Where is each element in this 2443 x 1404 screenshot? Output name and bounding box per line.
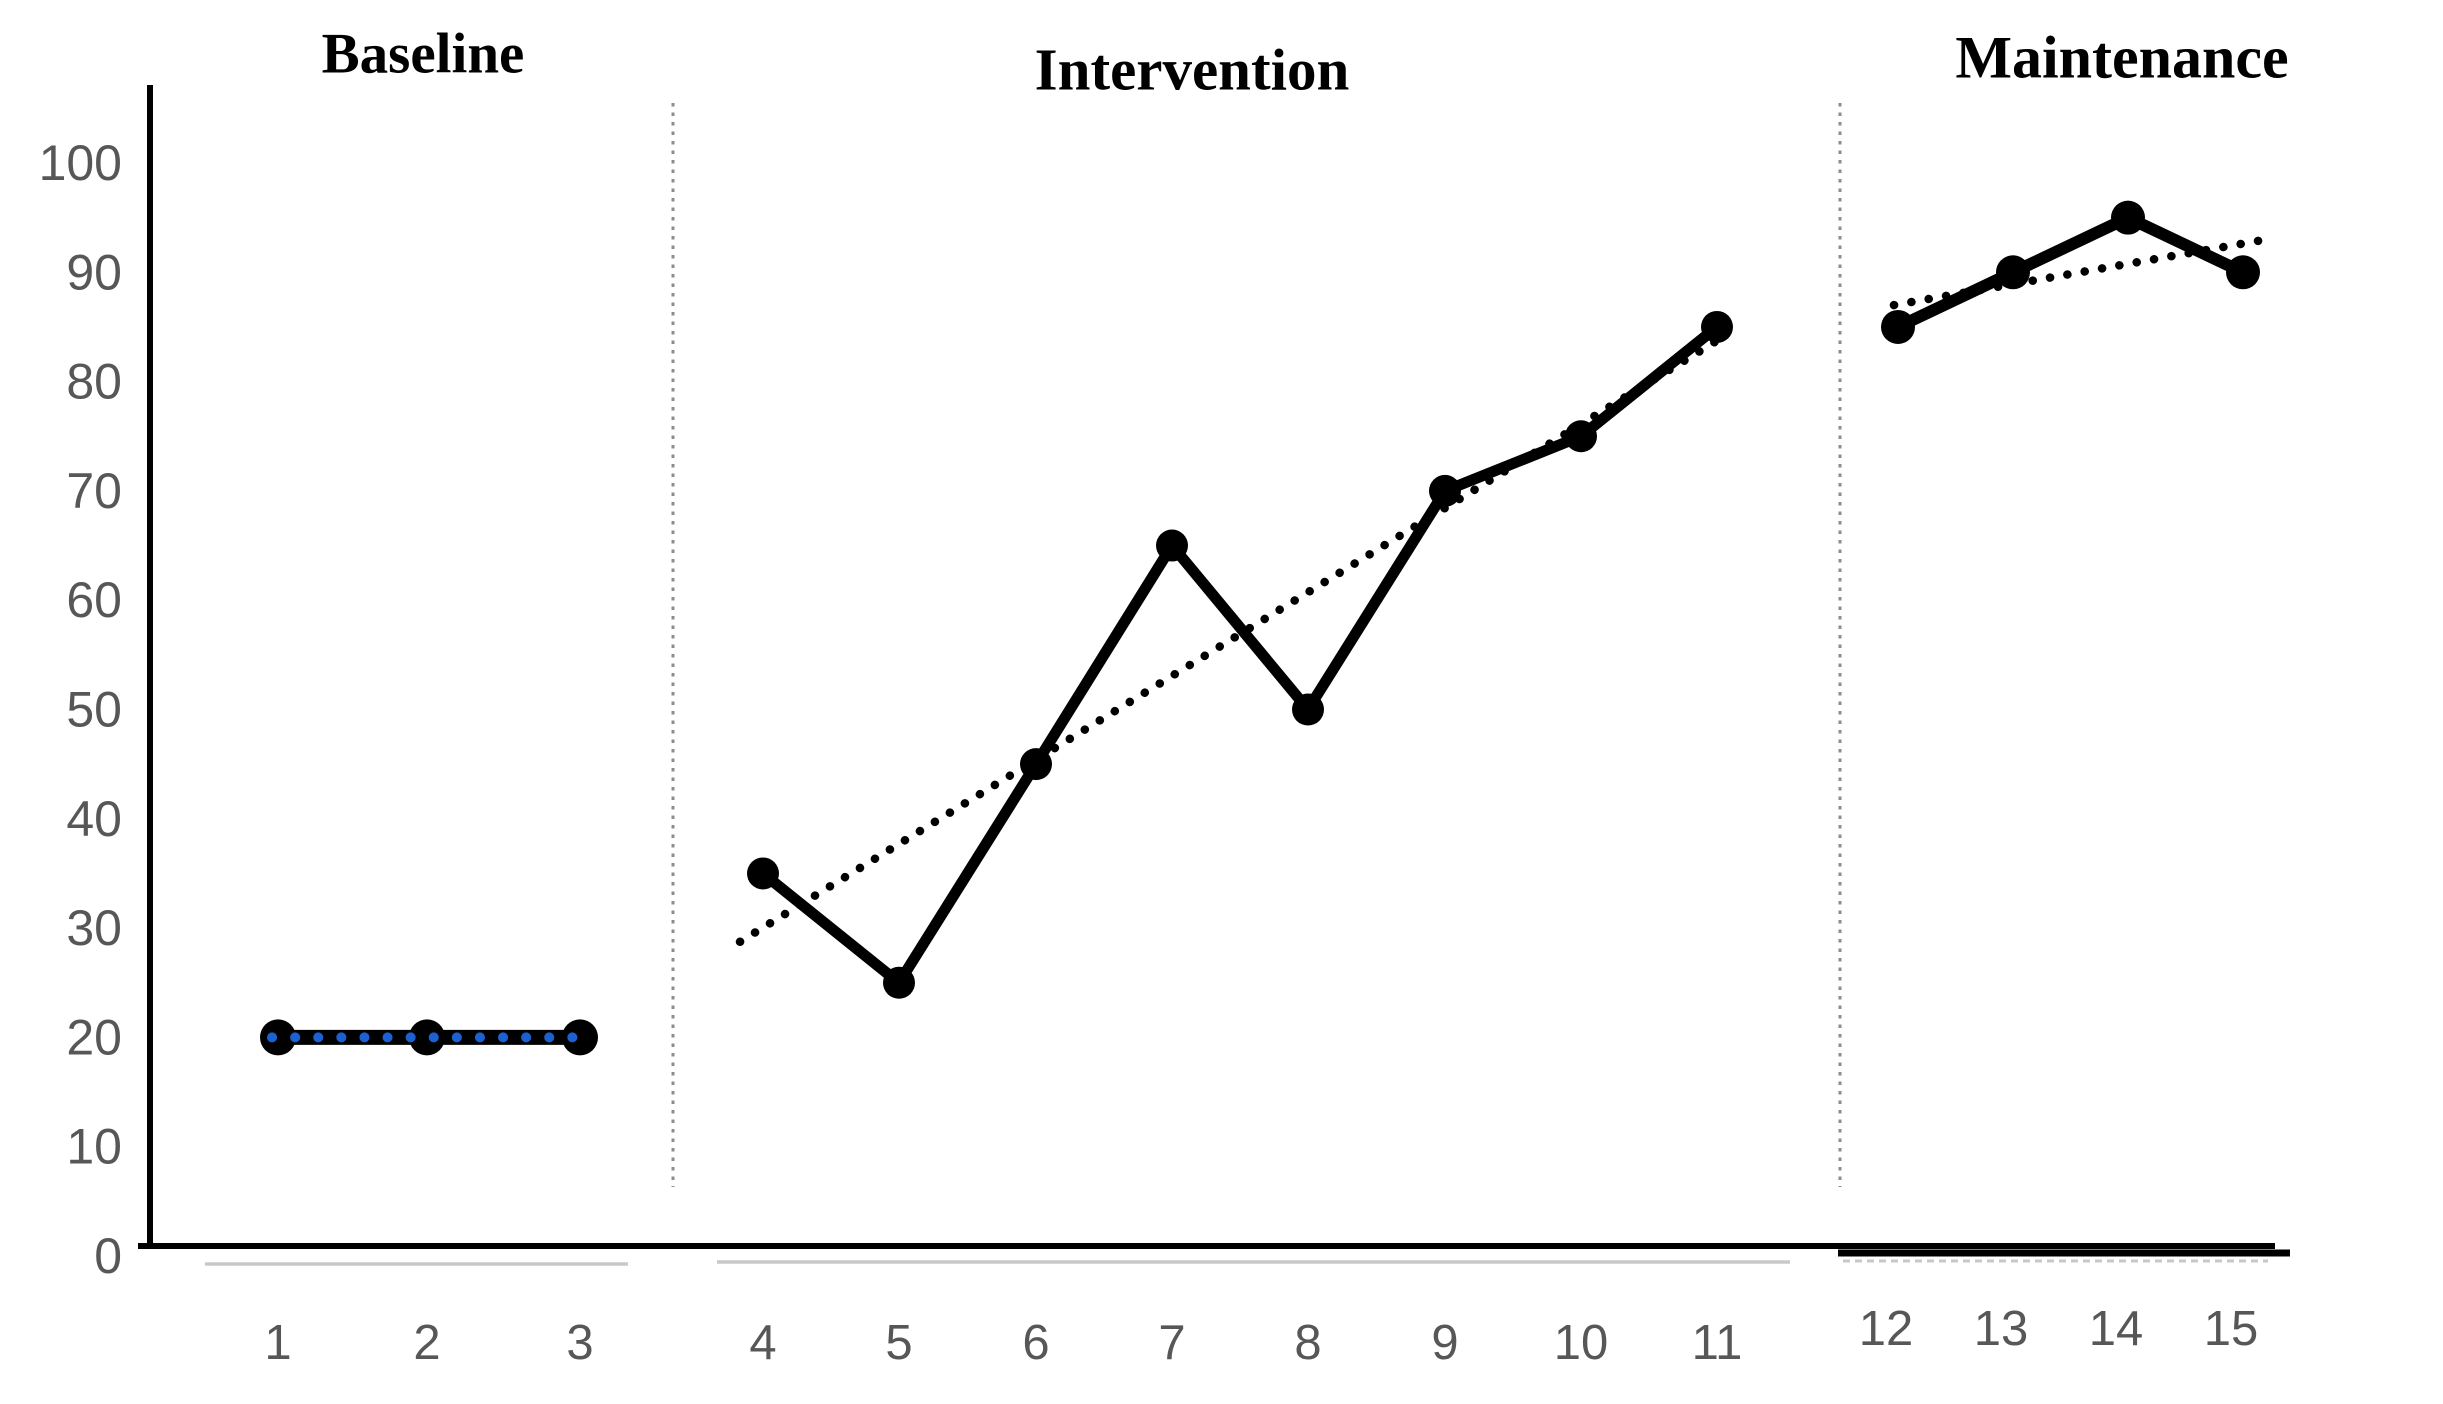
x-session-label-13: 13 (1974, 1302, 2029, 1356)
baseline-data-point-session-1 (260, 1019, 296, 1056)
intervention-data-point-session-7 (1156, 529, 1188, 562)
phase-title-maintenance: Maintenance (1955, 24, 2289, 91)
baseline-data-point-session-3 (562, 1019, 598, 1056)
maintenance-data-point-session-15 (2226, 255, 2260, 290)
intervention-data-point-session-8 (1292, 693, 1324, 726)
intervention-trend-line (735, 336, 1722, 947)
phase-title-baseline: Baseline (321, 22, 525, 86)
x-session-label-5: 5 (885, 1316, 912, 1370)
x-session-label-8: 8 (1294, 1316, 1321, 1370)
x-session-label-7: 7 (1158, 1316, 1185, 1370)
x-session-label-15: 15 (2204, 1302, 2259, 1356)
intervention-data-line (759, 322, 1721, 989)
y-tick-label-20: 20 (66, 1009, 122, 1065)
maintenance-data-point-session-12 (1881, 309, 1915, 344)
y-tick-label-80: 80 (66, 354, 122, 410)
y-tick-label-50: 50 (66, 682, 122, 738)
maintenance-data-point-session-14 (2111, 200, 2145, 235)
y-tick-label-30: 30 (66, 900, 122, 956)
maintenance-data-line (1895, 211, 2246, 333)
x-session-label-11: 11 (1692, 1316, 1743, 1370)
y-tick-label-60: 60 (66, 572, 122, 628)
x-session-label-10: 10 (1554, 1316, 1609, 1370)
y-tick-label-10: 10 (66, 1119, 122, 1175)
y-tick-label-100: 100 (39, 135, 122, 191)
intervention-data-point-session-6 (1020, 748, 1052, 781)
intervention-data-point-session-9 (1429, 474, 1461, 507)
x-session-label-14: 14 (2089, 1302, 2144, 1356)
y-tick-label-70: 70 (66, 463, 122, 519)
x-session-label-6: 6 (1022, 1316, 1049, 1370)
intervention-data-point-session-4 (747, 857, 779, 890)
intervention-data-point-session-10 (1565, 420, 1597, 453)
maintenance-data-point-session-13 (1996, 255, 2030, 290)
x-session-label-2: 2 (413, 1316, 440, 1370)
intervention-data-point-session-5 (883, 966, 915, 999)
baseline-data-point-session-2 (409, 1019, 445, 1056)
phase-title-intervention: Intervention (1034, 36, 1350, 103)
x-session-label-9: 9 (1431, 1316, 1458, 1370)
x-session-label-12: 12 (1859, 1302, 1914, 1356)
y-tick-label-0: 0 (94, 1228, 122, 1284)
maintenance-trend-line (1889, 235, 2271, 310)
intervention-data-point-session-11 (1701, 310, 1733, 343)
x-session-label-4: 4 (749, 1316, 776, 1370)
x-session-label-1: 1 (264, 1316, 291, 1370)
y-tick-label-90: 90 (66, 244, 122, 300)
y-tick-label-40: 40 (66, 791, 122, 847)
x-session-label-3: 3 (566, 1316, 593, 1370)
